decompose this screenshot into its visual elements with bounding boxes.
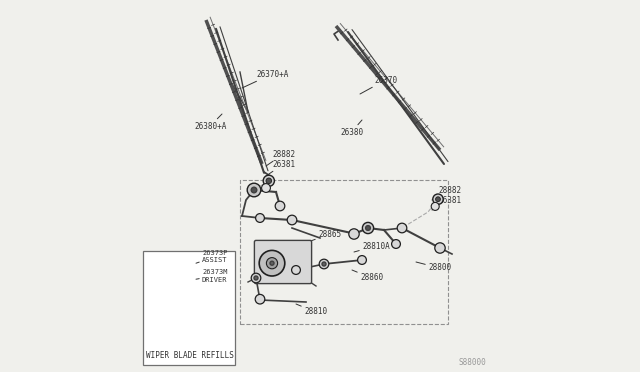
Text: 28810: 28810 (296, 304, 327, 317)
Circle shape (266, 178, 271, 184)
Circle shape (435, 243, 445, 253)
Circle shape (270, 261, 274, 265)
Text: 28800: 28800 (416, 262, 451, 273)
Text: 26373M
DRIVER: 26373M DRIVER (196, 269, 227, 282)
FancyBboxPatch shape (143, 251, 236, 365)
Circle shape (322, 262, 326, 266)
Text: 26381: 26381 (266, 160, 295, 176)
Text: 26380: 26380 (340, 120, 363, 137)
Circle shape (254, 276, 258, 280)
Text: 26373P
ASSIST: 26373P ASSIST (196, 250, 227, 263)
FancyBboxPatch shape (254, 240, 312, 283)
Circle shape (255, 294, 265, 304)
Circle shape (251, 273, 261, 283)
Circle shape (287, 215, 297, 225)
Circle shape (397, 223, 407, 233)
Circle shape (262, 184, 270, 192)
Circle shape (255, 214, 264, 222)
Circle shape (319, 259, 329, 269)
Circle shape (292, 266, 300, 275)
Text: 28860: 28860 (352, 270, 383, 282)
Circle shape (251, 187, 257, 193)
Text: WIPER BLADE REFILLS: WIPER BLADE REFILLS (146, 351, 234, 360)
Text: 26370: 26370 (360, 76, 397, 94)
Circle shape (358, 256, 366, 264)
Text: 28810A: 28810A (354, 241, 390, 252)
Circle shape (263, 175, 275, 186)
Circle shape (266, 257, 278, 269)
Circle shape (431, 202, 439, 211)
Circle shape (349, 229, 359, 239)
Circle shape (392, 240, 401, 248)
Text: 26380+A: 26380+A (194, 114, 227, 131)
Circle shape (259, 250, 285, 276)
Text: S88000: S88000 (458, 358, 486, 367)
Text: 28865: 28865 (308, 230, 341, 242)
Text: 26370+A: 26370+A (242, 70, 289, 88)
Circle shape (365, 225, 371, 230)
Circle shape (247, 183, 261, 197)
Text: 28882: 28882 (432, 186, 461, 200)
Text: 28810A: 28810A (278, 264, 306, 275)
Circle shape (362, 222, 374, 234)
Text: 28882: 28882 (266, 150, 295, 166)
Text: 26381: 26381 (432, 196, 461, 210)
Circle shape (433, 194, 443, 204)
Circle shape (436, 197, 440, 202)
Circle shape (275, 201, 285, 211)
